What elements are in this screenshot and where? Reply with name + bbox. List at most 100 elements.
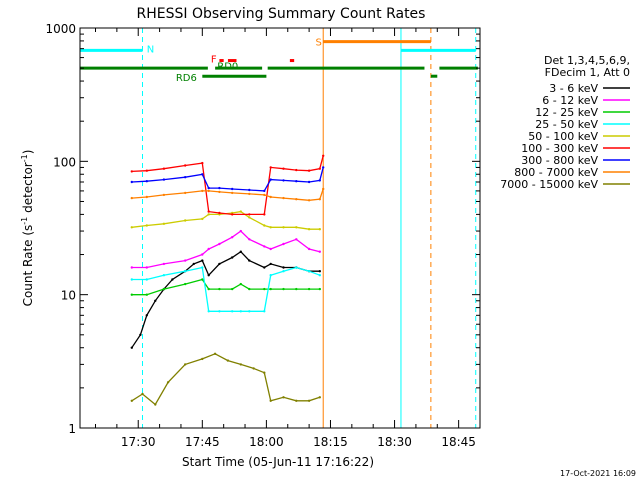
series-point-100-300-kev-4 xyxy=(201,161,204,165)
series-point-800-7000-kev-4 xyxy=(201,189,204,193)
y-axis-label-main: Count Rate (s xyxy=(21,225,35,307)
series-point-300-800-kev-14 xyxy=(318,179,321,182)
series-line-7000-15000-kev xyxy=(131,353,321,406)
series-point-25-50-kev-15 xyxy=(318,274,321,277)
series-point-3-6-kev-3 xyxy=(154,299,157,302)
series-point-100-300-kev-9 xyxy=(263,213,266,216)
series-point-25-50-kev-9 xyxy=(248,310,251,313)
series-point-800-7000-kev-13 xyxy=(307,199,311,202)
series-point-12-25-kev-4 xyxy=(201,278,204,281)
series-point-100-300-kev-7 xyxy=(231,213,234,216)
legend-label-7000-15000-kev: 7000 - 15000 keV xyxy=(500,178,598,191)
series-point-7000-15000-kev-15 xyxy=(318,396,321,399)
series-point-3-6-kev-15 xyxy=(269,262,272,266)
series-point-50-100-kev-5 xyxy=(207,213,210,216)
series-point-800-7000-kev-6 xyxy=(218,190,221,194)
series-point-100-300-kev-0 xyxy=(130,170,133,173)
series-point-300-800-kev-12 xyxy=(295,180,298,183)
series-point-300-800-kev-10 xyxy=(269,178,272,181)
series-point-50-100-kev-3 xyxy=(184,219,187,222)
series-point-7000-15000-kev-12 xyxy=(282,396,285,399)
series-point-50-100-kev-4 xyxy=(201,217,204,221)
series-point-7000-15000-kev-6 xyxy=(213,352,217,355)
series-point-25-50-kev-6 xyxy=(218,310,221,313)
series-point-25-50-kev-12 xyxy=(282,270,285,273)
series-point-3-6-kev-0 xyxy=(130,346,133,349)
series-point-800-7000-kev-8 xyxy=(248,192,251,196)
series-point-300-800-kev-11 xyxy=(282,179,285,182)
series-point-100-300-kev-3 xyxy=(184,164,187,167)
series-point-800-7000-kev-15 xyxy=(322,187,325,191)
series-point-12-25-kev-9 xyxy=(248,287,251,291)
series-point-12-25-kev-13 xyxy=(295,287,298,291)
series-point-3-6-kev-1 xyxy=(139,333,142,336)
series-point-7000-15000-kev-0 xyxy=(130,399,133,402)
series-point-25-50-kev-0 xyxy=(130,278,133,281)
series-point-7000-15000-kev-13 xyxy=(295,399,298,402)
x-tick-label-17-30: 17:30 xyxy=(121,435,156,449)
series-point-12-25-kev-11 xyxy=(269,287,272,291)
series-line-100-300-kev xyxy=(131,155,324,216)
y-axis-label-end: ) xyxy=(21,150,35,155)
series-point-7000-15000-kev-10 xyxy=(263,371,266,374)
series-point-300-800-kev-6 xyxy=(218,186,221,190)
series-line-50-100-kev xyxy=(131,210,320,230)
chart-title: RHESSI Observing Summary Count Rates xyxy=(137,6,426,22)
series-point-6-12-kev-3 xyxy=(184,259,187,262)
series-point-12-25-kev-3 xyxy=(184,282,187,286)
series-point-100-300-kev-10 xyxy=(269,166,272,169)
flag-label-rd0: RD0 xyxy=(217,61,238,72)
x-tick-label-18-30: 18:30 xyxy=(377,435,412,449)
series-point-6-12-kev-4 xyxy=(201,253,204,256)
series-point-100-300-kev-2 xyxy=(162,167,166,170)
series-point-3-6-kev-12 xyxy=(239,250,242,253)
series-point-3-6-kev-13 xyxy=(248,259,251,262)
series-point-7000-15000-kev-11 xyxy=(269,399,272,402)
series-point-25-50-kev-13 xyxy=(295,266,298,269)
series-point-50-100-kev-9 xyxy=(248,216,251,219)
legend: Det 1,3,4,5,6,9,FDecim 1, Att 0 3 - 6 keV… xyxy=(500,54,630,191)
series-point-100-300-kev-11 xyxy=(282,167,285,170)
series-point-50-100-kev-14 xyxy=(307,228,311,231)
legend-header-0: Det 1,3,4,5,6,9, xyxy=(544,54,630,67)
series-point-12-25-kev-6 xyxy=(218,287,221,291)
series-point-100-300-kev-5 xyxy=(207,210,210,213)
series-point-50-100-kev-0 xyxy=(130,226,133,229)
y-tick-label-10: 10 xyxy=(61,289,76,303)
series-point-12-25-kev-1 xyxy=(145,293,148,296)
series-point-100-300-kev-6 xyxy=(218,211,221,215)
x-tick-label-18-00: 18:00 xyxy=(249,435,284,449)
series-point-50-100-kev-15 xyxy=(318,228,321,231)
series-point-25-50-kev-11 xyxy=(269,274,272,277)
series-point-300-800-kev-2 xyxy=(162,178,166,181)
series-point-7000-15000-kev-8 xyxy=(239,363,242,366)
legend-label-3-6-kev: 3 - 6 keV xyxy=(549,82,598,95)
series-point-7000-15000-kev-5 xyxy=(201,357,204,361)
series-point-12-25-kev-7 xyxy=(231,287,234,291)
series-point-50-100-kev-10 xyxy=(263,224,266,227)
series-line-6-12-kev xyxy=(131,230,320,269)
legend-label-100-300-kev: 100 - 300 keV xyxy=(521,142,598,155)
series-point-3-6-kev-16 xyxy=(282,266,285,269)
y-axis-label-sup1: -1 xyxy=(20,217,29,225)
series-point-800-7000-kev-7 xyxy=(231,191,234,195)
series-point-50-100-kev-2 xyxy=(162,222,166,225)
series-point-3-6-kev-19 xyxy=(318,270,321,273)
series-point-25-50-kev-4 xyxy=(201,266,204,269)
series-line-12-25-kev xyxy=(131,278,320,296)
series-point-800-7000-kev-12 xyxy=(295,198,298,201)
series-point-25-50-kev-5 xyxy=(207,310,210,313)
timestamp-stamp: 17-Oct-2021 16:09 xyxy=(560,469,636,478)
series-point-100-300-kev-1 xyxy=(145,169,148,172)
series-point-12-25-kev-10 xyxy=(263,287,266,291)
series-point-7000-15000-kev-1 xyxy=(141,392,144,396)
series-point-100-300-kev-13 xyxy=(307,169,311,172)
series-point-300-800-kev-5 xyxy=(207,186,210,190)
series-point-7000-15000-kev-3 xyxy=(166,381,170,384)
series-point-300-800-kev-8 xyxy=(248,188,251,192)
series-point-3-6-kev-10 xyxy=(218,262,221,266)
flag-label-n: N xyxy=(147,45,154,56)
series-lines xyxy=(130,154,325,406)
